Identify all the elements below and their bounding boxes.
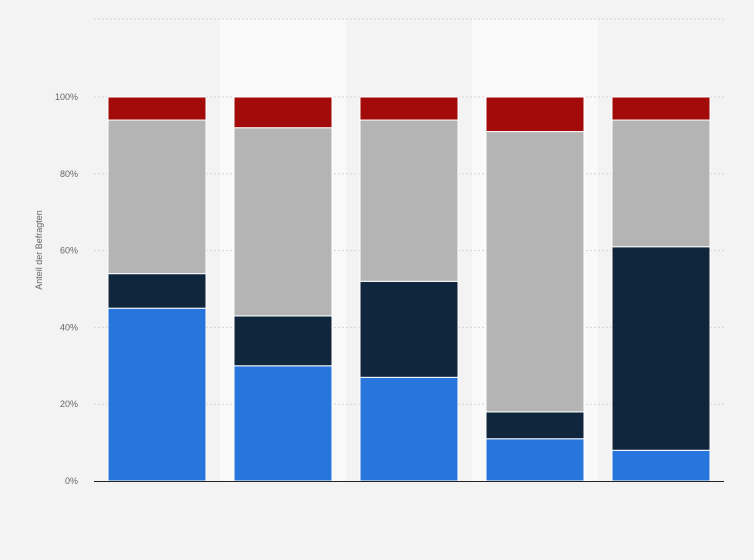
y-axis-title: Anteil der Befragten bbox=[34, 210, 44, 290]
bar-segment bbox=[611, 449, 711, 482]
y-tick-label: 100% bbox=[55, 92, 78, 102]
bar-segment bbox=[359, 96, 459, 121]
bar-segment bbox=[233, 96, 333, 129]
bar-segment bbox=[611, 96, 711, 121]
bar-segment bbox=[611, 246, 711, 451]
bars bbox=[107, 96, 711, 482]
bar-segment bbox=[107, 307, 207, 482]
bar-segment bbox=[233, 365, 333, 482]
y-tick-label: 0% bbox=[65, 476, 78, 486]
bar-segment bbox=[107, 96, 207, 121]
y-tick-label: 20% bbox=[60, 399, 78, 409]
bar-segment bbox=[485, 131, 585, 413]
y-tick-label: 80% bbox=[60, 169, 78, 179]
y-axis-ticks: 0% 20% 40% 60% 80% 100% bbox=[55, 92, 78, 486]
bar-segment bbox=[107, 273, 207, 309]
y-tick-label: 60% bbox=[60, 246, 78, 256]
bar-segment bbox=[485, 96, 585, 133]
y-tick-label: 40% bbox=[60, 322, 78, 332]
bar-segment bbox=[485, 438, 585, 482]
bar-segment bbox=[233, 127, 333, 317]
bar-segment bbox=[359, 280, 459, 378]
bar-segment bbox=[107, 119, 207, 275]
bar-segment bbox=[611, 119, 711, 248]
bar-segment bbox=[485, 411, 585, 440]
bar-segment bbox=[359, 376, 459, 482]
bar-segment bbox=[233, 315, 333, 367]
bar-segment bbox=[359, 119, 459, 282]
